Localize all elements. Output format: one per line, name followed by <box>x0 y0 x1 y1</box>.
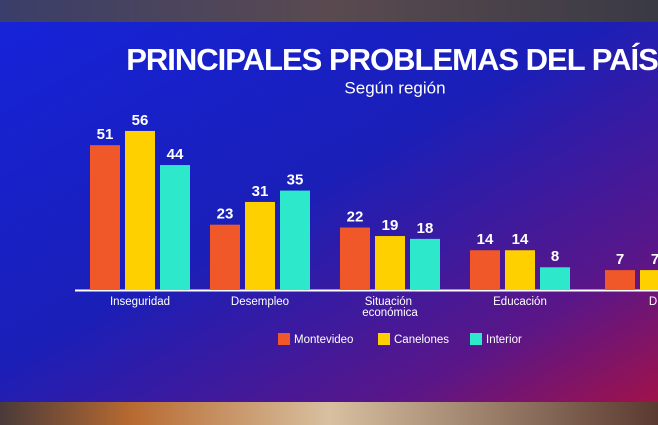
value-label: 51 <box>97 126 114 143</box>
bar <box>245 201 275 290</box>
value-label: 23 <box>217 206 234 223</box>
bar <box>125 130 155 290</box>
x-tick-label: Dr <box>649 296 658 308</box>
bar <box>280 190 310 290</box>
value-label: 14 <box>512 231 529 248</box>
legend-label: Interior <box>486 334 522 346</box>
chart-subtitle: Según región <box>344 78 445 97</box>
value-label: 56 <box>132 112 149 129</box>
bar <box>410 238 440 290</box>
bar <box>160 165 190 290</box>
value-label: 35 <box>287 172 304 189</box>
x-tick-label: Inseguridad <box>110 296 170 308</box>
x-tick-label: Desempleo <box>231 296 289 308</box>
legend-swatch <box>278 333 290 345</box>
bar <box>340 227 370 290</box>
background-photo <box>0 0 658 22</box>
x-tick-label: Situación económica <box>362 296 418 319</box>
bar <box>505 250 535 290</box>
legend-swatch <box>378 333 390 345</box>
chart-title: PRINCIPALES PROBLEMAS DEL PAÍS <box>126 42 658 77</box>
legend-label: Montevideo <box>294 334 353 346</box>
value-label: 18 <box>417 220 434 237</box>
bar <box>375 236 405 290</box>
value-label: 44 <box>167 146 184 163</box>
value-label: 7 <box>651 251 658 268</box>
bar <box>540 267 570 290</box>
legend-label: Canelones <box>394 334 449 346</box>
x-tick-label: Educación <box>493 296 547 308</box>
bar <box>90 145 120 290</box>
bar <box>640 270 658 290</box>
value-label: 22 <box>347 208 364 225</box>
legend-swatch <box>470 333 482 345</box>
value-label: 19 <box>382 217 399 234</box>
value-label: 14 <box>477 231 494 248</box>
value-label: 7 <box>616 251 624 268</box>
bar <box>605 270 635 290</box>
bar <box>210 224 240 290</box>
bar <box>470 250 500 290</box>
background-photo <box>0 402 658 425</box>
value-label: 8 <box>551 248 559 265</box>
value-label: 31 <box>252 183 269 200</box>
